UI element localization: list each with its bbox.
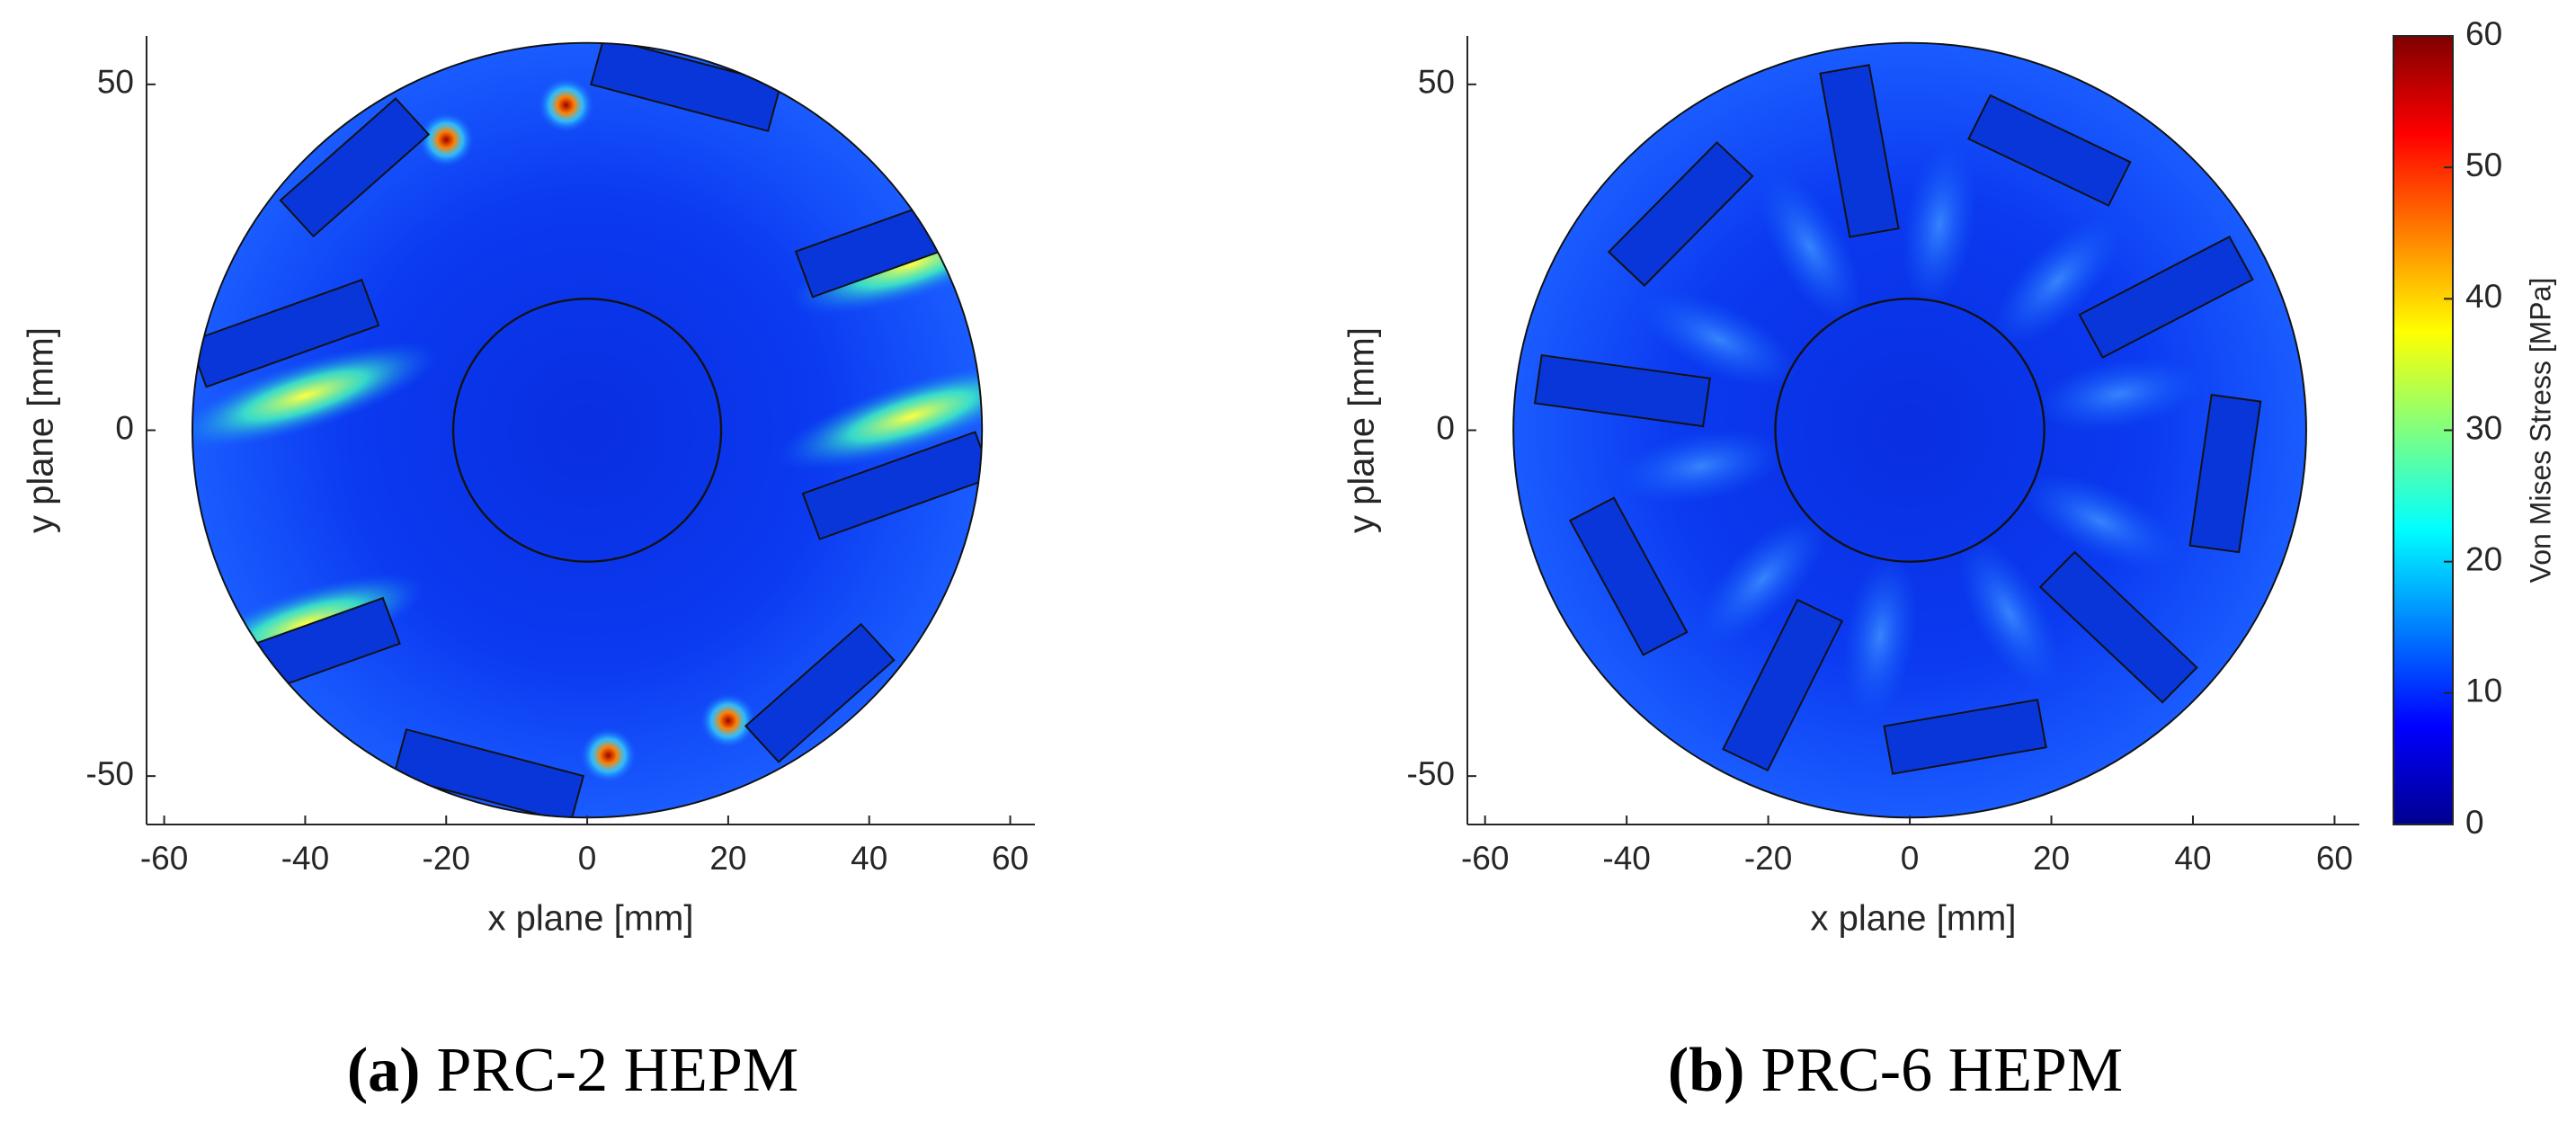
magnet-slot	[1819, 64, 1900, 238]
stress-hotspot	[1698, 514, 1827, 645]
y-tick-label: 50	[1418, 64, 1455, 101]
x-tick-label: 40	[2174, 840, 2211, 877]
magnet-slot	[801, 431, 983, 540]
x-tick-label: 20	[709, 840, 746, 877]
caption-text: PRC-2 HEPM	[437, 1036, 799, 1105]
colorbar-tick-label: 50	[2465, 147, 2502, 183]
y-axis-label: y plane [mm]	[22, 327, 61, 533]
colorbar-tick-label: 10	[2465, 673, 2502, 709]
x-tick-label: -60	[140, 840, 188, 877]
stress-hotspot	[580, 727, 637, 783]
x-tick-label: -40	[281, 840, 329, 877]
x-axis-label: x plane [mm]	[488, 899, 694, 939]
colorbar-tick-label: 0	[2465, 804, 2484, 841]
stress-hotspot	[1958, 538, 2061, 689]
stress-hotspot	[777, 362, 983, 471]
x-tick-label: -20	[1744, 840, 1792, 877]
colorbar	[2393, 35, 2454, 825]
shaft-circle	[1774, 298, 2046, 563]
stress-hotspot	[1843, 553, 1918, 718]
x-tick-label: 0	[1901, 840, 1920, 877]
stress-hotspot	[2035, 357, 2203, 432]
caption-tag: (b)	[1668, 1036, 1745, 1105]
magnet-slot	[1533, 354, 1711, 428]
stress-hotspot	[1641, 291, 1797, 388]
caption-tag: (a)	[347, 1036, 421, 1105]
caption: (b) PRC-6 HEPM	[1668, 1036, 2123, 1105]
magnet-slot	[279, 97, 431, 238]
x-tick-label: -60	[1461, 840, 1509, 877]
stress-hotspot	[1759, 172, 1861, 323]
stress-field	[1512, 41, 2307, 819]
magnet-slot	[590, 42, 782, 132]
shaft-circle	[451, 298, 723, 563]
magnet-slot	[1607, 141, 1754, 287]
colorbar-tick-label: 30	[2465, 409, 2502, 446]
magnet-slot	[2038, 550, 2198, 704]
y-tick-label: 0	[115, 409, 134, 446]
y-tick-label: -50	[1407, 755, 1455, 792]
caption-text: PRC-6 HEPM	[1760, 1036, 2123, 1105]
magnet-slot	[1883, 699, 2047, 775]
y-tick-label: -50	[86, 755, 134, 792]
x-tick-label: 20	[2033, 840, 2070, 877]
stress-hotspot	[192, 342, 441, 450]
colorbar-tick-label: 60	[2465, 15, 2502, 52]
magnet-slot	[744, 622, 896, 763]
colorbar-tick-label: 40	[2465, 278, 2502, 315]
magnet-slot	[1967, 94, 2132, 207]
y-tick-label: 0	[1436, 409, 1455, 446]
stress-hotspot	[417, 111, 475, 168]
stress-field	[191, 41, 984, 819]
stress-hotspot	[700, 692, 757, 749]
x-tick-label: 40	[851, 840, 887, 877]
field-detail	[1533, 64, 2262, 775]
magnet-slot	[392, 728, 585, 818]
colorbar-tick-label: 20	[2465, 540, 2502, 577]
x-tick-label: 0	[578, 840, 597, 877]
x-tick-label: -20	[423, 840, 470, 877]
magnet-slot	[2078, 236, 2254, 359]
stress-hotspot	[1992, 216, 2122, 346]
magnet-slot	[1568, 496, 1689, 656]
x-tick-label: 60	[2316, 840, 2353, 877]
x-tick-label: -40	[1602, 840, 1650, 877]
rotor-disk	[1513, 42, 2306, 818]
x-axis-label: x plane [mm]	[1811, 899, 2017, 939]
stress-hotspot	[538, 77, 594, 133]
y-tick-label: 50	[97, 64, 134, 101]
stress-hotspot	[2022, 473, 2179, 569]
x-tick-label: 60	[992, 840, 1029, 877]
stress-hotspot	[1902, 142, 1977, 308]
colorbar-label: Von Mises Stress [MPa]	[2524, 278, 2556, 584]
y-axis-label: y plane [mm]	[1342, 327, 1382, 533]
magnet-slot	[2188, 394, 2262, 554]
magnet-slot	[1722, 598, 1844, 772]
stress-hotspot	[1617, 429, 1785, 504]
caption: (a) PRC-2 HEPM	[347, 1036, 798, 1105]
